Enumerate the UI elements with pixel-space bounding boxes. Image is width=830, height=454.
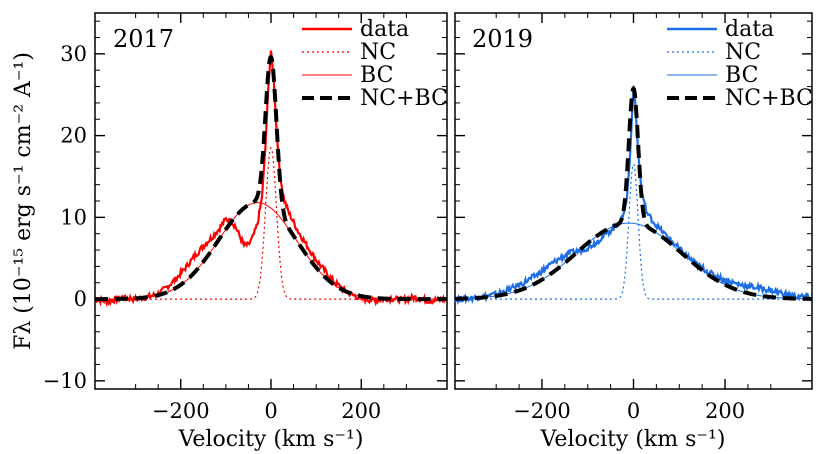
x-tick-label: 200	[341, 399, 381, 423]
legend-label: NC+BC	[725, 86, 813, 111]
plot-frame	[94, 12, 448, 390]
x-axis-title: Velocity (km s⁻¹)	[540, 427, 726, 452]
nc-component-line	[455, 163, 812, 300]
bc-component-line	[95, 202, 447, 300]
plot-frame	[454, 12, 813, 390]
panel-year-label: 2019	[472, 25, 533, 53]
x-tick-labels: −200 0 200	[513, 399, 745, 423]
nc-plus-bc-model-line	[455, 85, 812, 301]
legend-label: BC	[725, 63, 758, 88]
legend-label: NC	[725, 40, 761, 65]
x-axis-title: Velocity (km s⁻¹)	[178, 427, 364, 452]
legend-label: NC+BC	[360, 86, 448, 111]
x-tick-label: 200	[705, 399, 745, 423]
y-tick-label: 20	[60, 124, 87, 148]
y-tick-label: 10	[60, 205, 87, 229]
legend-label: BC	[360, 63, 393, 88]
x-tick-label: −200	[513, 399, 571, 423]
y-tick-label: −10	[43, 369, 87, 393]
data-line	[453, 88, 813, 306]
panel-year-label: 2017	[113, 25, 174, 53]
y-tick-labels: −10 0 10 20 30	[43, 42, 87, 393]
x-tick-label: −200	[152, 399, 210, 423]
y-axis-title: Fλ (10⁻¹⁵ erg s⁻¹ cm⁻² A⁻¹)	[11, 52, 36, 350]
nc-plus-bc-model-line	[95, 54, 447, 302]
y-tick-label: 30	[60, 42, 87, 66]
nc-component-line	[95, 147, 447, 300]
x-tick-labels: −200 0 200	[152, 399, 381, 423]
legend-label: data	[360, 17, 409, 42]
legend-label: data	[725, 17, 774, 42]
tick-marks	[455, 13, 812, 389]
x-tick-label: 0	[627, 399, 640, 423]
x-tick-label: 0	[264, 399, 277, 423]
tick-marks	[95, 13, 447, 389]
legend-label: NC	[360, 40, 396, 65]
y-tick-label: 0	[74, 287, 87, 311]
